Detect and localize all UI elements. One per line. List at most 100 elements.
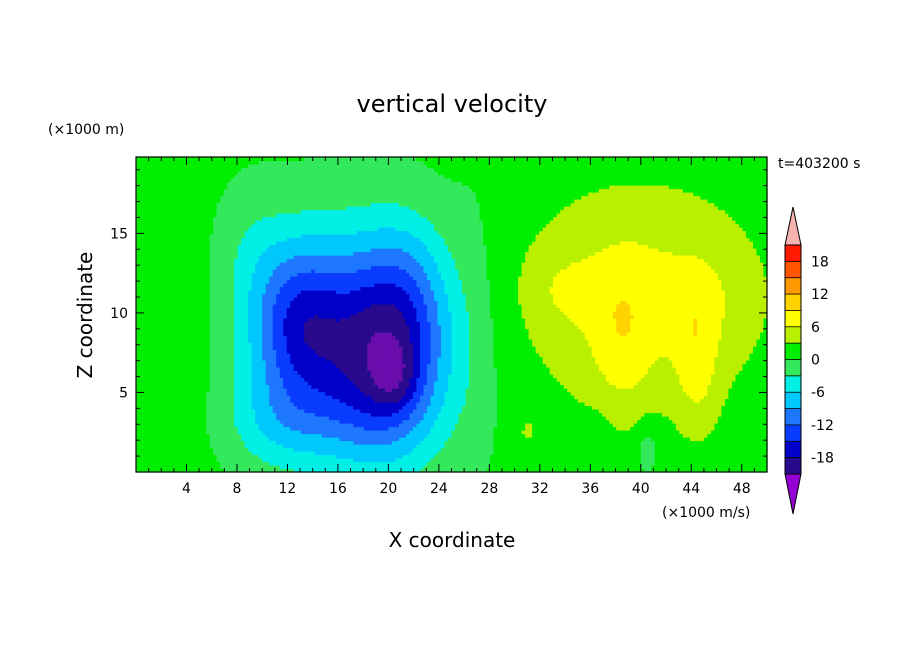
field-cell xyxy=(136,384,141,389)
field-cell xyxy=(311,454,316,459)
field-cell xyxy=(185,363,190,368)
field-cell xyxy=(213,220,218,225)
field-cell xyxy=(314,188,319,193)
field-cell xyxy=(195,412,200,417)
field-cell xyxy=(220,227,225,232)
field-cell xyxy=(272,195,277,200)
field-cell xyxy=(216,251,221,256)
field-cell xyxy=(188,265,193,270)
field-cell xyxy=(265,248,270,253)
field-cell xyxy=(143,454,148,459)
field-cell xyxy=(244,272,249,277)
field-cell xyxy=(325,346,330,351)
field-cell xyxy=(265,307,270,312)
field-cell xyxy=(220,409,225,414)
field-cell xyxy=(164,423,169,428)
field-cell xyxy=(146,192,151,197)
field-cell xyxy=(286,367,291,372)
field-cell xyxy=(220,360,225,365)
field-cell xyxy=(286,307,291,312)
field-cell xyxy=(178,241,183,246)
field-cell xyxy=(174,405,179,410)
field-cell xyxy=(321,290,326,295)
field-cell xyxy=(164,346,169,351)
field-cell xyxy=(181,311,186,316)
field-cell xyxy=(255,346,260,351)
field-cell xyxy=(150,374,155,379)
field-cell xyxy=(195,300,200,305)
field-cell xyxy=(258,346,263,351)
field-cell xyxy=(262,209,267,214)
field-cell xyxy=(251,174,256,179)
field-cell xyxy=(286,426,291,431)
field-cell xyxy=(209,230,214,235)
field-cell xyxy=(192,391,197,396)
field-cell xyxy=(206,468,211,473)
field-cell xyxy=(258,244,263,249)
field-cell xyxy=(136,227,141,232)
field-cell xyxy=(188,356,193,361)
field-cell xyxy=(150,269,155,274)
field-cell xyxy=(276,426,281,431)
field-cell xyxy=(311,419,316,424)
field-cell xyxy=(311,188,316,193)
field-cell xyxy=(272,307,277,312)
field-cell xyxy=(213,360,218,365)
field-cell xyxy=(272,300,277,305)
field-cell xyxy=(304,178,309,183)
field-cell xyxy=(272,248,277,253)
field-cell xyxy=(146,377,151,382)
field-cell xyxy=(304,269,309,274)
field-cell xyxy=(199,307,204,312)
field-cell xyxy=(213,328,218,333)
field-cell xyxy=(321,465,326,470)
field-cell xyxy=(241,244,246,249)
field-cell xyxy=(153,430,158,435)
field-cell xyxy=(199,188,204,193)
field-cell xyxy=(297,164,302,169)
field-cell xyxy=(216,185,221,190)
field-cell xyxy=(136,307,141,312)
field-cell xyxy=(139,276,144,281)
field-cell xyxy=(181,258,186,263)
field-cell xyxy=(213,160,218,165)
field-cell xyxy=(188,279,193,284)
field-cell xyxy=(258,290,263,295)
field-cell xyxy=(206,300,211,305)
field-cell xyxy=(283,416,288,421)
field-cell xyxy=(244,377,249,382)
field-cell xyxy=(251,195,256,200)
field-cell xyxy=(272,167,277,172)
field-cell xyxy=(230,209,235,214)
field-cell xyxy=(171,300,176,305)
field-cell xyxy=(206,213,211,218)
field-cell xyxy=(209,342,214,347)
field-cell xyxy=(300,269,305,274)
field-cell xyxy=(251,381,256,386)
field-cell xyxy=(146,416,151,421)
field-cell xyxy=(220,339,225,344)
field-cell xyxy=(265,342,270,347)
field-cell xyxy=(181,279,186,284)
field-cell xyxy=(216,181,221,186)
field-cell xyxy=(185,458,190,463)
field-cell xyxy=(300,244,305,249)
field-cell xyxy=(293,279,298,284)
field-cell xyxy=(216,216,221,221)
field-cell xyxy=(265,167,270,172)
field-cell xyxy=(157,419,162,424)
field-cell xyxy=(293,391,298,396)
field-cell xyxy=(195,220,200,225)
field-cell xyxy=(223,419,228,424)
field-cell xyxy=(160,409,165,414)
field-cell xyxy=(258,465,263,470)
field-cell xyxy=(325,241,330,246)
field-cell xyxy=(265,283,270,288)
field-cell xyxy=(202,286,207,291)
field-cell xyxy=(143,349,148,354)
field-cell xyxy=(206,185,211,190)
field-cell xyxy=(311,318,316,323)
field-cell xyxy=(160,300,165,305)
field-cell xyxy=(220,269,225,274)
field-cell xyxy=(318,419,323,424)
